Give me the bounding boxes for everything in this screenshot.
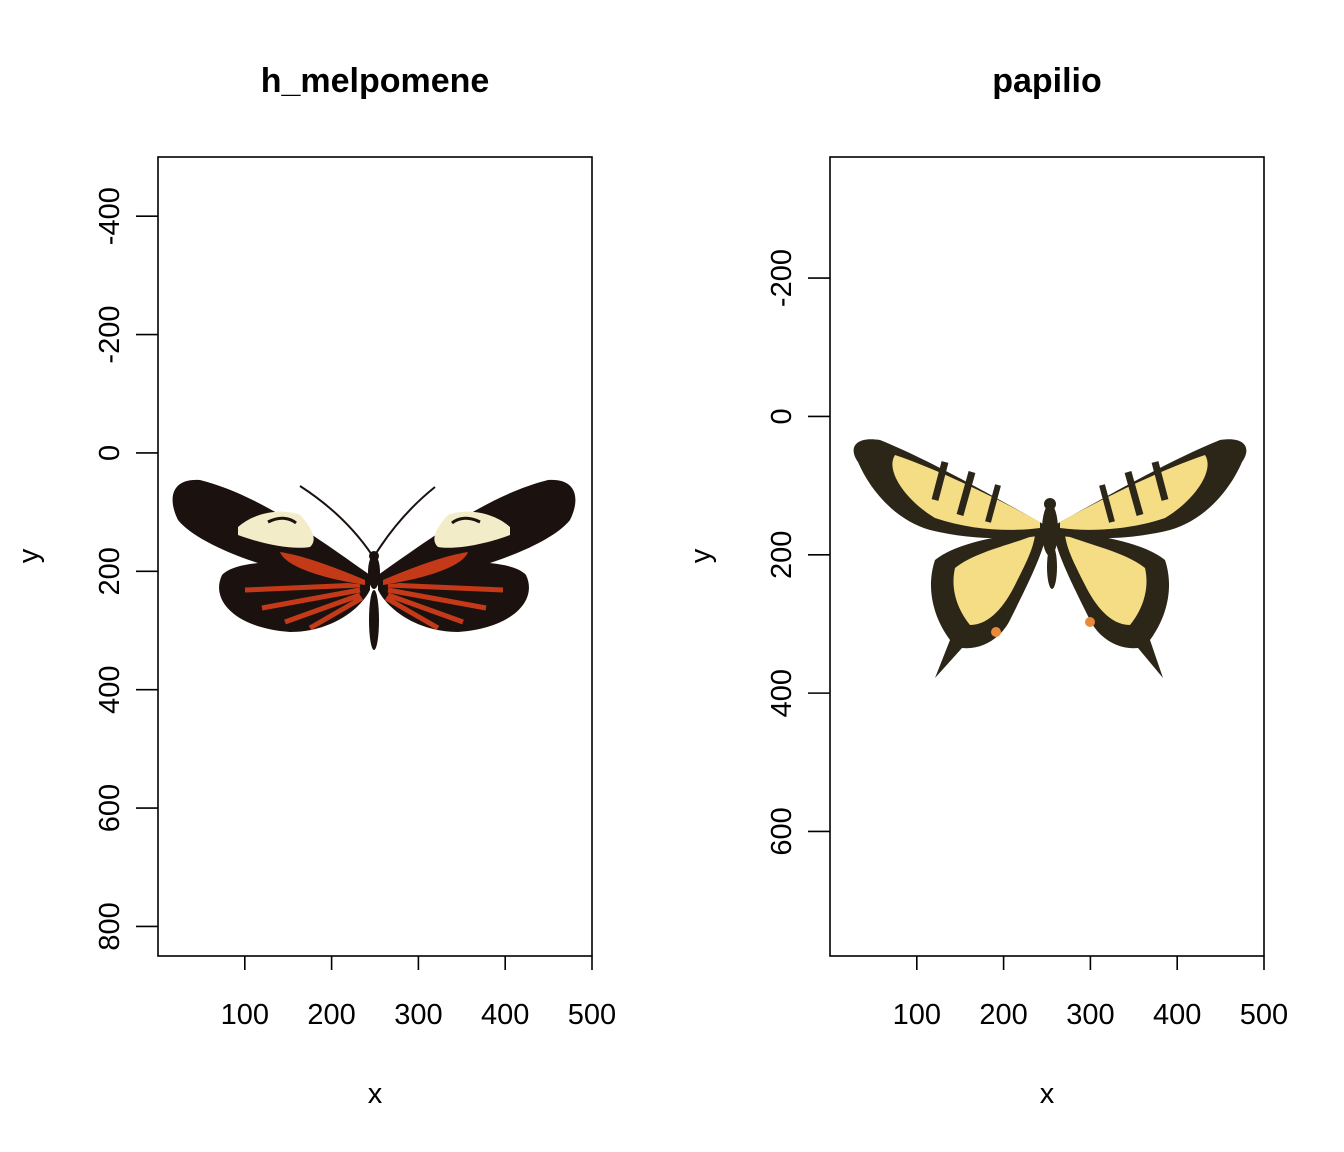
y-tick-label-400: 400 — [94, 665, 126, 713]
y-tick-label-200: 200 — [94, 547, 126, 595]
panel-2-plot-frame — [829, 156, 1265, 957]
panel-2-y-axis: -200 0 200 400 600 — [766, 249, 830, 856]
x-tick-label-100: 100 — [893, 999, 941, 1031]
x-tick-label-300: 300 — [394, 999, 442, 1031]
panel-papilio: papilio 100 200 300 — [685, 62, 1288, 1110]
y-tick-label-600: 600 — [766, 807, 798, 855]
panel-2-y-axis-label: y — [685, 548, 717, 563]
butterfly-image-papilio — [853, 439, 1247, 678]
panel-1-plot-frame — [157, 156, 593, 957]
y-tick-label--200: -200 — [94, 306, 126, 364]
panel-1-y-axis: -400 -200 0 200 400 600 800 — [94, 187, 158, 951]
y-tick-label-800: 800 — [94, 902, 126, 950]
panel-1-title: h_melpomene — [261, 62, 490, 100]
y-tick-label-400: 400 — [766, 669, 798, 717]
panel-2-x-axis: 100 200 300 400 500 — [893, 956, 1288, 1031]
x-tick-label-500: 500 — [1240, 999, 1288, 1031]
y-tick-label-0: 0 — [94, 445, 126, 461]
panel-1-x-axis-label: x — [368, 1078, 383, 1110]
panel-1-x-axis: 100 200 300 400 500 — [221, 956, 616, 1031]
butterfly-image-h-melpomene — [172, 479, 576, 650]
panel-2-title: papilio — [992, 62, 1102, 100]
x-tick-label-100: 100 — [221, 999, 269, 1031]
x-tick-label-200: 200 — [307, 999, 355, 1031]
x-tick-label-400: 400 — [1153, 999, 1201, 1031]
y-tick-label-200: 200 — [766, 531, 798, 579]
x-tick-label-500: 500 — [568, 999, 616, 1031]
y-tick-label-600: 600 — [94, 784, 126, 832]
x-tick-label-300: 300 — [1066, 999, 1114, 1031]
panel-h-melpomene: h_melpomene — [13, 62, 616, 1110]
x-tick-label-200: 200 — [979, 999, 1027, 1031]
y-tick-label--200: -200 — [766, 249, 798, 307]
x-tick-label-400: 400 — [481, 999, 529, 1031]
panel-2-x-axis-label: x — [1040, 1078, 1055, 1110]
y-tick-label-0: 0 — [766, 408, 798, 424]
y-tick-label--400: -400 — [94, 187, 126, 245]
panel-1-y-axis-label: y — [13, 548, 45, 563]
